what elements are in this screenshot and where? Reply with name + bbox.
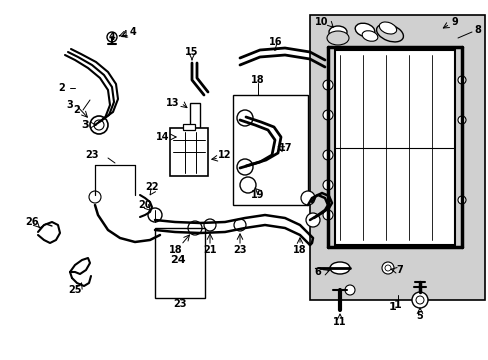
Ellipse shape bbox=[328, 26, 346, 38]
Ellipse shape bbox=[180, 134, 189, 140]
Text: 17: 17 bbox=[279, 143, 292, 153]
Circle shape bbox=[457, 76, 465, 84]
Text: 19: 19 bbox=[251, 190, 264, 200]
Bar bbox=[183, 124, 195, 130]
Circle shape bbox=[384, 265, 390, 271]
Circle shape bbox=[187, 221, 202, 235]
Text: 2: 2 bbox=[59, 83, 65, 93]
Ellipse shape bbox=[379, 22, 396, 34]
Text: 14: 14 bbox=[156, 132, 169, 142]
Text: 3: 3 bbox=[81, 120, 89, 130]
Circle shape bbox=[90, 116, 108, 134]
Text: 23: 23 bbox=[233, 245, 246, 255]
Text: 5: 5 bbox=[416, 311, 423, 321]
Text: 6: 6 bbox=[314, 267, 321, 277]
Circle shape bbox=[301, 191, 314, 205]
Text: 9: 9 bbox=[451, 17, 457, 27]
Circle shape bbox=[323, 110, 332, 120]
Ellipse shape bbox=[326, 31, 348, 45]
Bar bbox=[232, 95, 307, 205]
Circle shape bbox=[457, 116, 465, 124]
Bar bbox=[170, 128, 207, 176]
Text: 13: 13 bbox=[166, 98, 180, 108]
Bar bbox=[190, 103, 200, 128]
Text: 4: 4 bbox=[129, 27, 136, 37]
Circle shape bbox=[305, 213, 319, 227]
Text: 24: 24 bbox=[170, 255, 185, 265]
Circle shape bbox=[237, 159, 252, 175]
Circle shape bbox=[89, 191, 101, 203]
Text: 16: 16 bbox=[269, 37, 282, 47]
Ellipse shape bbox=[362, 31, 377, 41]
Text: 11: 11 bbox=[332, 317, 346, 327]
Circle shape bbox=[148, 208, 162, 222]
Text: 1: 1 bbox=[388, 302, 396, 312]
Circle shape bbox=[415, 296, 423, 304]
Circle shape bbox=[237, 110, 252, 126]
Bar bbox=[309, 15, 484, 300]
Circle shape bbox=[234, 219, 245, 231]
Text: 18: 18 bbox=[169, 245, 183, 255]
Circle shape bbox=[94, 120, 104, 130]
Text: 22: 22 bbox=[145, 182, 159, 192]
Text: 23: 23 bbox=[173, 299, 186, 309]
Circle shape bbox=[240, 177, 256, 193]
Circle shape bbox=[323, 210, 332, 220]
Circle shape bbox=[411, 292, 427, 308]
Text: 10: 10 bbox=[315, 17, 328, 27]
Text: 26: 26 bbox=[25, 217, 39, 227]
Circle shape bbox=[381, 262, 393, 274]
Text: 7: 7 bbox=[396, 265, 403, 275]
Text: 4: 4 bbox=[108, 32, 115, 42]
Text: 23: 23 bbox=[85, 150, 99, 160]
Ellipse shape bbox=[354, 23, 374, 37]
Text: 4: 4 bbox=[122, 30, 128, 40]
Text: 18: 18 bbox=[251, 75, 264, 85]
Ellipse shape bbox=[376, 24, 403, 42]
Text: 3: 3 bbox=[66, 100, 73, 110]
Circle shape bbox=[323, 80, 332, 90]
Text: 18: 18 bbox=[293, 245, 306, 255]
Circle shape bbox=[323, 180, 332, 190]
Text: 2: 2 bbox=[74, 105, 80, 115]
Text: 1: 1 bbox=[393, 300, 401, 310]
Circle shape bbox=[203, 219, 216, 231]
Text: 15: 15 bbox=[185, 47, 198, 57]
Ellipse shape bbox=[177, 131, 193, 143]
Text: 8: 8 bbox=[473, 25, 481, 35]
Text: 25: 25 bbox=[68, 285, 81, 295]
Circle shape bbox=[345, 285, 354, 295]
Bar bbox=[155, 228, 204, 298]
Text: 20: 20 bbox=[138, 200, 151, 210]
Circle shape bbox=[323, 150, 332, 160]
Bar bbox=[334, 50, 454, 245]
Text: 21: 21 bbox=[203, 245, 216, 255]
Circle shape bbox=[457, 196, 465, 204]
Circle shape bbox=[107, 32, 117, 42]
Text: 12: 12 bbox=[218, 150, 231, 160]
Ellipse shape bbox=[329, 262, 349, 274]
